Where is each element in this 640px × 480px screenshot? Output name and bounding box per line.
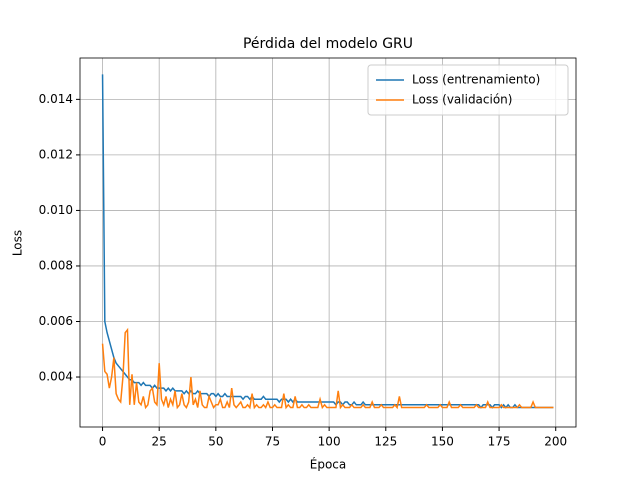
series-line bbox=[101, 327, 554, 410]
y-tick-label: 0.012 bbox=[39, 147, 73, 161]
x-tick-label: 200 bbox=[544, 435, 567, 449]
x-tick-label: 50 bbox=[208, 435, 223, 449]
x-tick-label: 175 bbox=[488, 435, 511, 449]
y-tick-label: 0.008 bbox=[39, 258, 73, 272]
x-tick-label: 150 bbox=[431, 435, 454, 449]
y-tick-label: 0.004 bbox=[39, 370, 73, 384]
legend-label: Loss (entrenamiento) bbox=[412, 73, 540, 87]
y-tick-label: 0.006 bbox=[39, 314, 73, 328]
x-tick-label: 100 bbox=[318, 435, 341, 449]
x-tick-label: 0 bbox=[99, 435, 107, 449]
y-tick-label: 0.010 bbox=[39, 203, 73, 217]
x-tick-label: 125 bbox=[374, 435, 397, 449]
x-axis-label: Época bbox=[310, 457, 347, 472]
legend: Loss (entrenamiento) Loss (validación) bbox=[367, 64, 569, 116]
legend-box bbox=[367, 64, 569, 116]
x-tick-label: 25 bbox=[152, 435, 167, 449]
series-line bbox=[101, 74, 554, 409]
plot-frame bbox=[79, 57, 577, 428]
chart-title: Pérdida del modelo GRU bbox=[243, 36, 413, 52]
y-tick-label: 0.014 bbox=[39, 92, 73, 106]
x-tick-label: 75 bbox=[265, 435, 280, 449]
legend-label: Loss (validación) bbox=[412, 93, 512, 107]
y-axis-label: Loss bbox=[11, 230, 25, 256]
